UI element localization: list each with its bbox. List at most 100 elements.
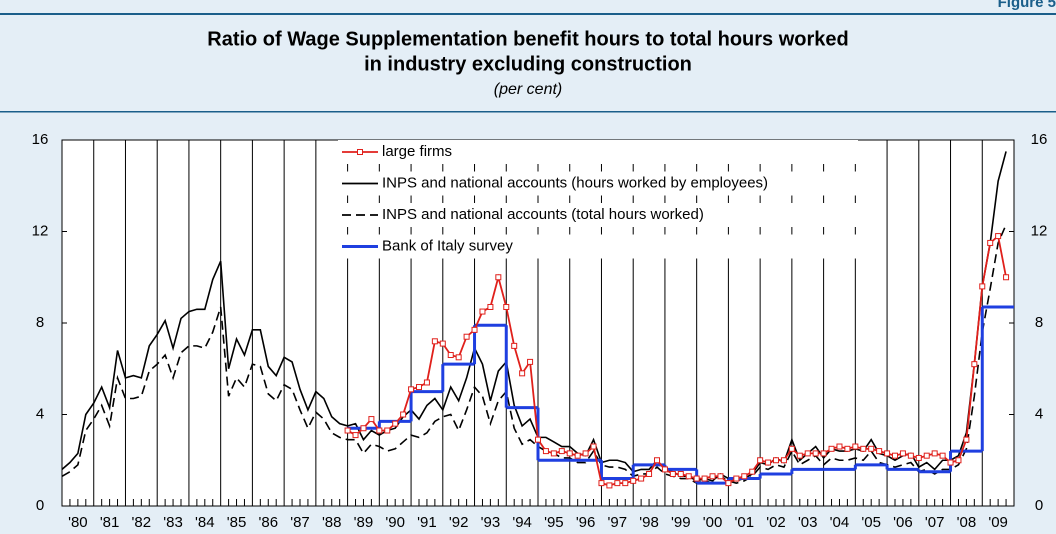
marker <box>542 448 549 455</box>
marker <box>471 326 478 333</box>
marker <box>423 379 430 386</box>
marker <box>376 427 383 434</box>
marker <box>741 473 748 480</box>
marker <box>614 480 621 487</box>
legend-bg <box>338 171 858 196</box>
marker <box>844 445 851 452</box>
y2-tick-label: 16 <box>1031 131 1048 148</box>
y-tick-label: 4 <box>36 405 44 422</box>
x-tick-label: '94 <box>512 514 532 531</box>
x-tick-label: '90 <box>385 514 405 531</box>
marker <box>915 454 922 461</box>
marker <box>479 308 486 315</box>
legend-marker <box>357 149 363 155</box>
x-tick-label: '96 <box>576 514 596 531</box>
legend-label: INPS and national accounts (total hours … <box>382 206 704 223</box>
marker <box>352 432 359 439</box>
marker <box>899 450 906 457</box>
y-tick-label: 8 <box>36 314 44 331</box>
x-tick-label: '86 <box>258 514 278 531</box>
x-tick-label: '87 <box>290 514 310 531</box>
marker <box>820 450 827 457</box>
marker <box>495 274 502 281</box>
marker <box>661 466 668 473</box>
marker <box>725 480 732 487</box>
series-line <box>61 224 1007 485</box>
x-tick-label: '04 <box>830 514 850 531</box>
y2-tick-label: 12 <box>1031 222 1048 239</box>
x-tick-label: '05 <box>861 514 881 531</box>
marker <box>638 475 645 482</box>
chart-title: in industry excluding construction <box>364 53 692 75</box>
marker <box>788 445 795 452</box>
marker <box>558 448 565 455</box>
x-tick-label: '09 <box>988 514 1008 531</box>
marker <box>455 354 462 361</box>
y2-tick-label: 4 <box>1035 405 1043 422</box>
chart-subtitle: (per cent) <box>494 81 562 98</box>
legend-label: Bank of Italy survey <box>382 237 513 254</box>
x-tick-label: '83 <box>163 514 183 531</box>
marker <box>360 425 367 432</box>
marker <box>598 480 605 487</box>
legend-bg <box>338 234 858 259</box>
chart-title: Ratio of Wage Supplementation benefit ho… <box>207 28 849 50</box>
marker <box>527 358 534 365</box>
marker <box>876 448 883 455</box>
marker <box>812 450 819 457</box>
marker <box>796 452 803 459</box>
x-tick-label: '93 <box>481 514 501 531</box>
marker <box>408 386 415 393</box>
marker <box>431 338 438 345</box>
marker <box>733 475 740 482</box>
x-tick-label: '98 <box>639 514 659 531</box>
x-tick-label: '81 <box>100 514 120 531</box>
marker <box>749 468 756 475</box>
marker <box>939 452 946 459</box>
x-tick-label: '02 <box>766 514 786 531</box>
marker <box>852 443 859 450</box>
marker <box>907 452 914 459</box>
marker <box>677 470 684 477</box>
marker <box>987 239 994 246</box>
marker <box>400 411 407 418</box>
marker <box>955 457 962 464</box>
x-tick-label: '08 <box>957 514 977 531</box>
marker <box>709 473 716 480</box>
x-tick-label: '85 <box>227 514 247 531</box>
marker <box>701 475 708 482</box>
x-tick-label: '06 <box>893 514 913 531</box>
marker <box>1003 274 1010 281</box>
marker <box>416 384 422 391</box>
x-tick-label: '97 <box>608 514 628 531</box>
marker <box>693 475 700 482</box>
marker <box>979 283 986 290</box>
y-tick-label: 16 <box>32 131 49 148</box>
marker <box>923 452 930 459</box>
x-tick-label: '92 <box>449 514 469 531</box>
marker <box>392 420 399 427</box>
marker <box>384 427 391 434</box>
marker <box>757 457 764 464</box>
marker <box>368 416 375 423</box>
marker <box>654 457 660 464</box>
x-tick-label: '95 <box>544 514 564 531</box>
marker <box>868 445 875 452</box>
marker <box>590 443 597 450</box>
header-rule <box>0 111 1056 113</box>
marker <box>995 233 1002 240</box>
x-tick-label: '01 <box>734 514 754 531</box>
marker <box>519 370 526 377</box>
marker <box>606 482 613 489</box>
x-tick-label: '03 <box>798 514 818 531</box>
marker <box>582 450 589 457</box>
marker <box>344 427 351 434</box>
marker <box>963 436 970 443</box>
legend-label: INPS and national accounts (hours worked… <box>382 174 768 191</box>
marker <box>511 342 518 349</box>
x-tick-label: '91 <box>417 514 437 531</box>
legend-bg <box>338 140 858 164</box>
marker <box>836 443 843 450</box>
